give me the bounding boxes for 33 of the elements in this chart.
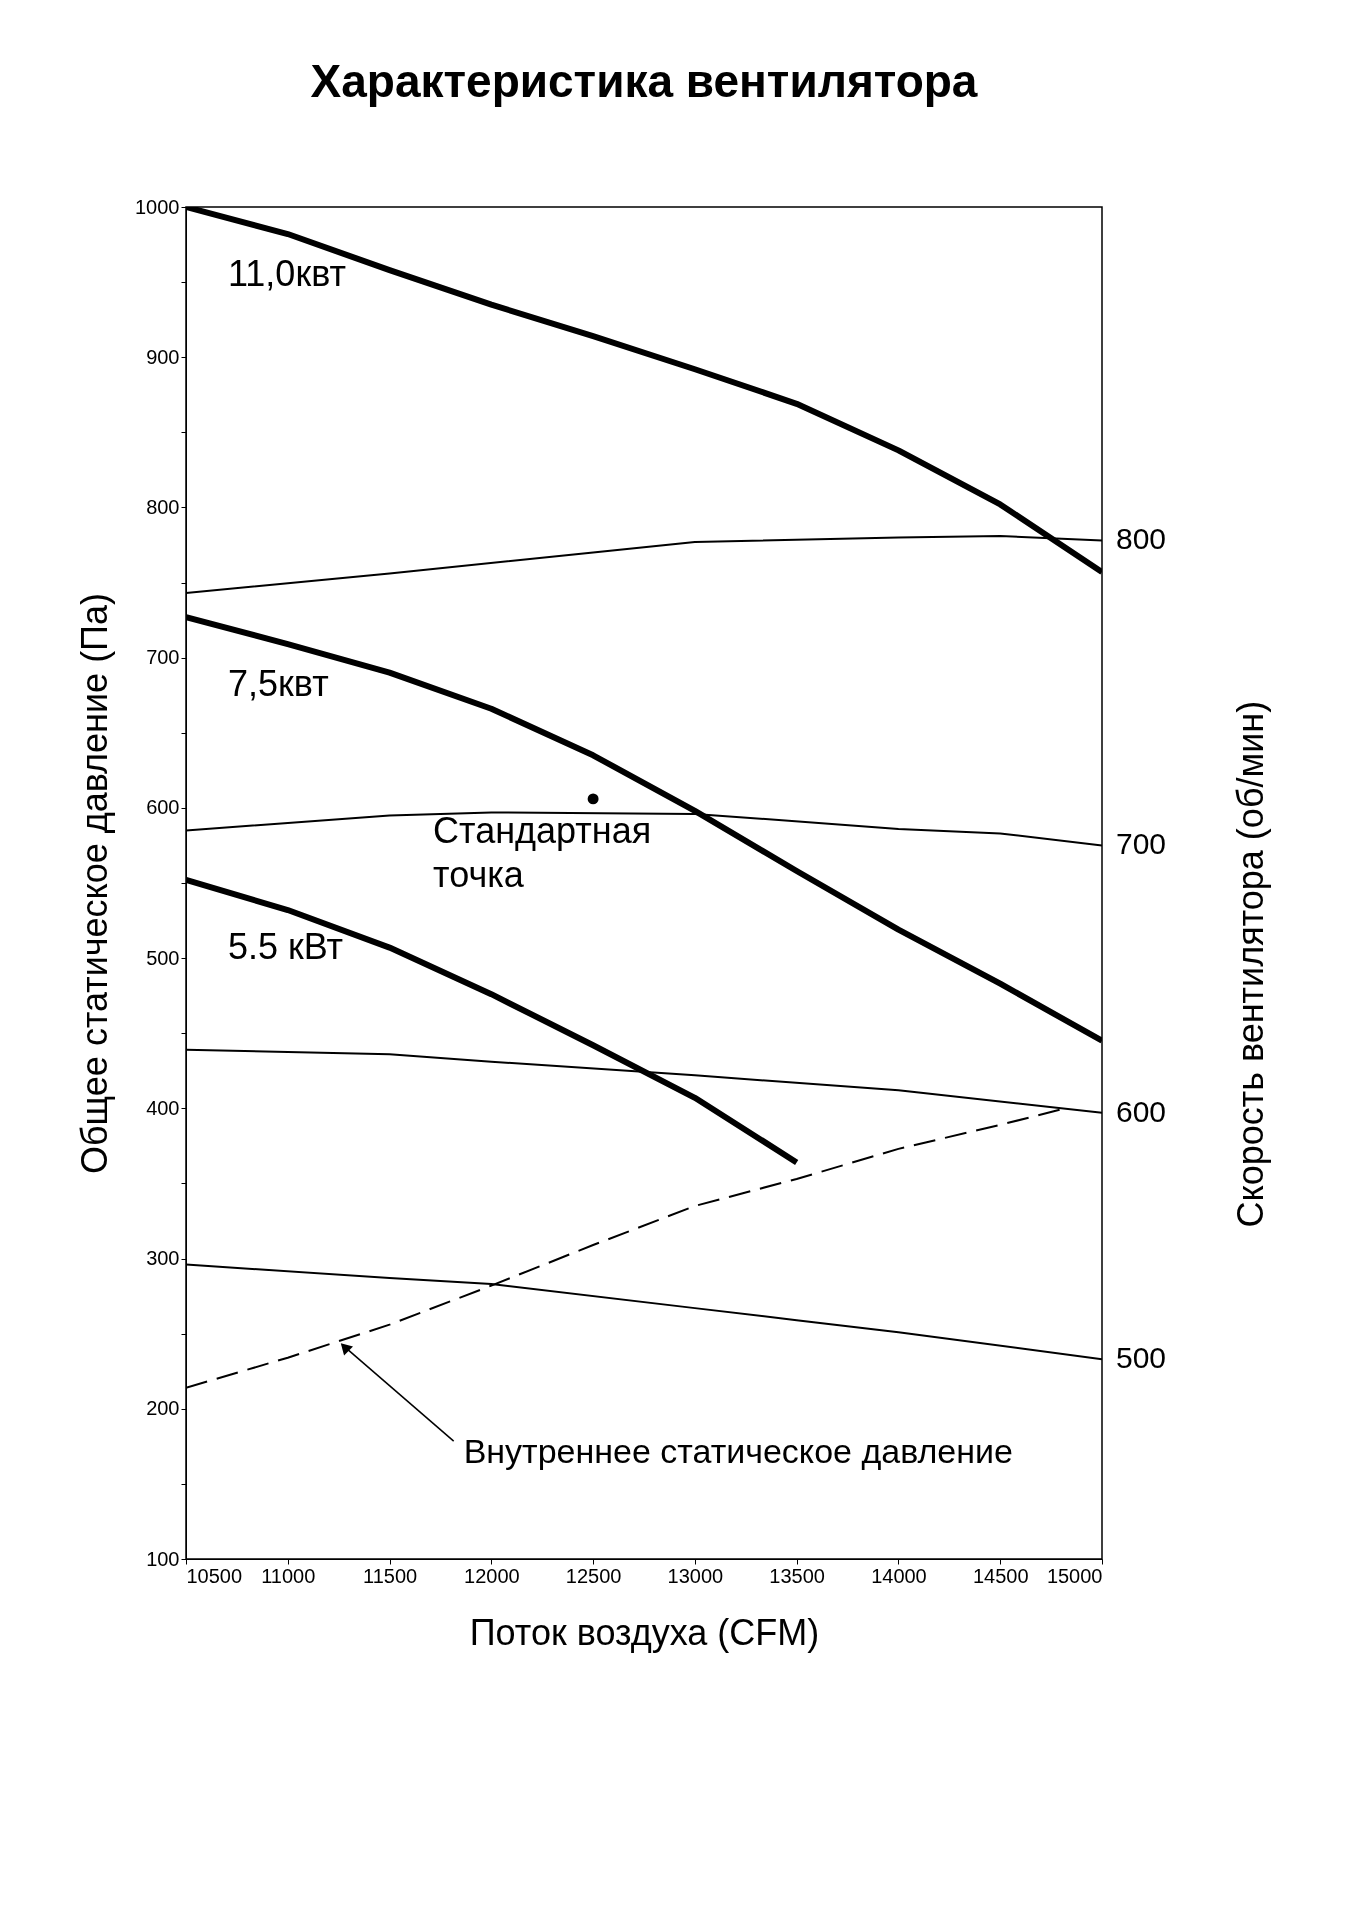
series-label: 500 (1116, 1341, 1167, 1375)
y-tick-label: 400 (146, 1096, 180, 1119)
x-tick-label: 11000 (261, 1564, 316, 1587)
x-tick-label: 12000 (464, 1564, 520, 1587)
series-label: 600 (1116, 1094, 1167, 1128)
x-axis-title: Поток воздуха (CFM) (469, 1611, 820, 1653)
y-tick-label: 500 (146, 946, 180, 969)
y-tick-label: 100 (146, 1547, 180, 1570)
series-label: 7,5квт (228, 663, 329, 705)
x-tick-label: 12500 (565, 1564, 622, 1587)
y2-axis-title: Скорость вентилятора (об/мин) (1230, 700, 1271, 1228)
annotation: Внутреннее статическое давление (463, 1432, 1013, 1471)
series-label: 800 (1116, 522, 1167, 556)
series-label: 5.5 кВт (228, 926, 344, 967)
y-tick-label: 300 (146, 1247, 180, 1270)
y-axis-title: Общее статическое давление (Па) (74, 592, 116, 1175)
chart-title: Характеристика вентилятора (310, 55, 978, 107)
x-tick-label: 11500 (362, 1564, 418, 1587)
x-tick-label: 10500 (186, 1564, 243, 1587)
x-tick-label: 14500 (972, 1564, 1029, 1587)
y-tick-label: 200 (146, 1397, 180, 1420)
x-tick-label: 13000 (667, 1564, 724, 1587)
y-tick-label: 1000 (135, 195, 180, 218)
y-tick-label: 600 (146, 796, 180, 819)
series-label: 11,0квт (228, 253, 346, 294)
x-tick-label: 15000 (1046, 1564, 1103, 1587)
y-tick-label: 900 (146, 345, 180, 368)
annotation: Стандартная точка (433, 809, 652, 895)
series-label: 700 (1116, 827, 1167, 861)
y-tick-label: 700 (146, 646, 180, 669)
x-tick-label: 14000 (871, 1564, 927, 1587)
y-tick-label: 800 (146, 495, 180, 518)
x-tick-label: 13500 (769, 1564, 825, 1587)
